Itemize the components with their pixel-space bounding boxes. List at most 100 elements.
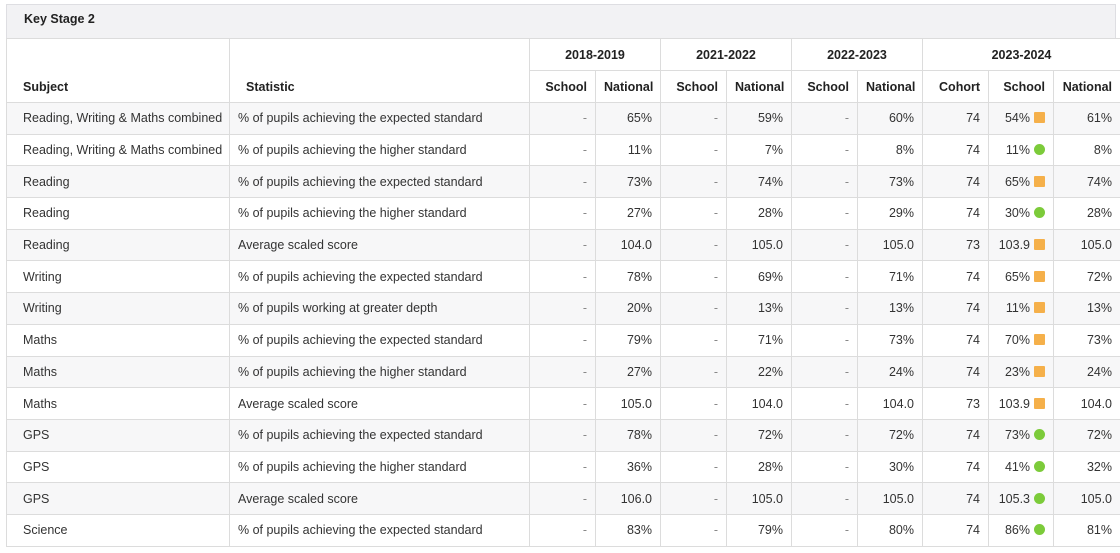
subject-cell: Reading	[6, 197, 230, 230]
green-circle-icon	[1034, 460, 1045, 472]
amber-square-icon	[1034, 239, 1045, 251]
national-2022-2023-cell: 105.0	[857, 482, 923, 515]
national-2022-2023-value: 105.0	[882, 491, 914, 506]
green-circle-icon	[1034, 524, 1045, 536]
school-2018-2019-value: -	[582, 523, 587, 538]
school-2018-2019-cell: -	[529, 260, 596, 294]
national-2022-2023-value: 73%	[888, 333, 914, 348]
school-2023-2024-value: 103.9	[998, 396, 1030, 411]
school-2021-2022-cell: -	[660, 165, 727, 199]
national-2022-2023-value: 8%	[895, 143, 914, 158]
table-row: Maths % of pupils achieving the higher st…	[6, 355, 1120, 389]
statistic-cell: % of pupils achieving the higher standar…	[229, 355, 530, 389]
national-2021-2022-cell: 105.0	[726, 228, 792, 262]
school-2018-2019-value: -	[582, 238, 587, 253]
national-2023-2024-value: 72%	[1086, 428, 1112, 443]
national-2023-2024-value: 13%	[1086, 301, 1112, 316]
school-2022-2023-cell: -	[791, 197, 858, 230]
school-2018-2019-value: -	[582, 206, 587, 221]
statistic-value: % of pupils achieving the higher standar…	[238, 206, 467, 221]
school-2022-2023-cell: -	[791, 418, 858, 452]
school-2023-2024-cell: 30%	[988, 197, 1054, 230]
school-2021-2022-cell: -	[660, 387, 727, 420]
school-2021-2022-cell: -	[660, 260, 727, 294]
amber-square-icon	[1034, 365, 1045, 377]
statistic-value: % of pupils achieving the higher standar…	[238, 364, 467, 379]
national-2023-2024-cell: 72%	[1053, 418, 1120, 452]
cohort-2023-2024-cell: 74	[922, 102, 989, 135]
national-2021-2022-value: 59%	[757, 111, 783, 126]
cohort-2023-2024-cell: 74	[922, 292, 989, 325]
national-2021-2022-value: 69%	[757, 269, 783, 284]
cohort-2023-2024-cell: 74	[922, 513, 989, 547]
school-2023-2024-value: 65%	[1004, 174, 1030, 189]
amber-square-icon	[1034, 175, 1045, 187]
school-2022-2023-value: -	[844, 491, 849, 506]
school-2023-2024-cell: 65%	[988, 165, 1054, 199]
subject-cell: Reading	[6, 165, 230, 199]
national-2018-2019-value: 78%	[626, 428, 652, 443]
statistic-value: % of pupils achieving the expected stand…	[238, 333, 483, 348]
school-2022-2023-value: -	[844, 206, 849, 221]
school-2021-2022-value: -	[713, 238, 718, 253]
national-2018-2019-cell: 11%	[595, 133, 661, 167]
school-2018-2019-value: -	[582, 301, 587, 316]
subject-value: GPS	[23, 428, 50, 443]
cohort-2023-2024-value: 74	[966, 428, 980, 443]
national-2018-2019-value: 104.0	[620, 238, 652, 253]
national-2023-2024-cell: 72%	[1053, 260, 1120, 294]
school-2021-2022-cell: -	[660, 228, 727, 262]
subject-cell: Writing	[6, 292, 230, 325]
subject-cell: Science	[6, 513, 230, 547]
school-2023-2024-cell: 103.9	[988, 228, 1054, 262]
results-table: Subject Statistic 2018-2019 2021-2022 20…	[6, 38, 1120, 547]
national-2023-2024-cell: 81%	[1053, 513, 1120, 547]
school-2023-2024-cell: 103.9	[988, 387, 1054, 420]
national-2021-2022-value: 74%	[757, 174, 783, 189]
national-2022-2023-cell: 104.0	[857, 387, 923, 420]
school-2022-2023-cell: -	[791, 165, 858, 199]
national-2022-2023-value: 73%	[888, 174, 914, 189]
school-2022-2023-cell: -	[791, 133, 858, 167]
national-2018-2019-cell: 104.0	[595, 228, 661, 262]
statistic-cell: % of pupils achieving the higher standar…	[229, 133, 530, 167]
national-2022-2023-value: 60%	[888, 111, 914, 126]
national-2018-2019-cell: 78%	[595, 418, 661, 452]
national-2023-2024-value: 8%	[1093, 143, 1112, 158]
school-2023-2024-value: 54%	[1004, 111, 1030, 126]
national-2022-2023-cell: 60%	[857, 102, 923, 135]
cohort-2023-2024-cell: 73	[922, 228, 989, 262]
national-2022-2023-cell: 13%	[857, 292, 923, 325]
national-2021-2022-cell: 59%	[726, 102, 792, 135]
table-row: Reading % of pupils achieving the expecte…	[6, 165, 1120, 199]
statistic-cell: % of pupils achieving the expected stand…	[229, 165, 530, 199]
cohort-2023-2024-value: 73	[966, 396, 980, 411]
cohort-2023-2024-value: 74	[966, 523, 980, 538]
national-2018-2019-value: 79%	[626, 333, 652, 348]
school-2021-2022-cell: -	[660, 292, 727, 325]
national-2023-2024-value: 24%	[1086, 364, 1112, 379]
national-column-header: National	[857, 70, 923, 103]
national-2021-2022-value: 22%	[757, 364, 783, 379]
school-2021-2022-cell: -	[660, 133, 727, 167]
school-2021-2022-value: -	[713, 301, 718, 316]
school-2018-2019-value: -	[582, 364, 587, 379]
subject-value: Reading, Writing & Maths combined	[23, 143, 223, 158]
national-2022-2023-value: 24%	[888, 364, 914, 379]
school-2018-2019-cell: -	[529, 387, 596, 420]
subject-value: Reading, Writing & Maths combined	[23, 111, 223, 126]
school-2021-2022-value: -	[713, 428, 718, 443]
statistic-column-header: Statistic	[229, 38, 530, 103]
subject-value: GPS	[23, 491, 50, 506]
cohort-2023-2024-value: 74	[966, 459, 980, 474]
statistic-cell: Average scaled score	[229, 387, 530, 420]
year-header-2021-2022: 2021-2022	[660, 38, 792, 71]
school-2023-2024-value: 103.9	[998, 238, 1030, 253]
national-2021-2022-cell: 28%	[726, 197, 792, 230]
national-2018-2019-value: 27%	[626, 364, 652, 379]
national-2021-2022-value: 7%	[764, 143, 783, 158]
national-2018-2019-value: 106.0	[620, 491, 652, 506]
school-2022-2023-value: -	[844, 143, 849, 158]
national-2023-2024-value: 105.0	[1080, 491, 1112, 506]
cohort-2023-2024-cell: 74	[922, 450, 989, 484]
